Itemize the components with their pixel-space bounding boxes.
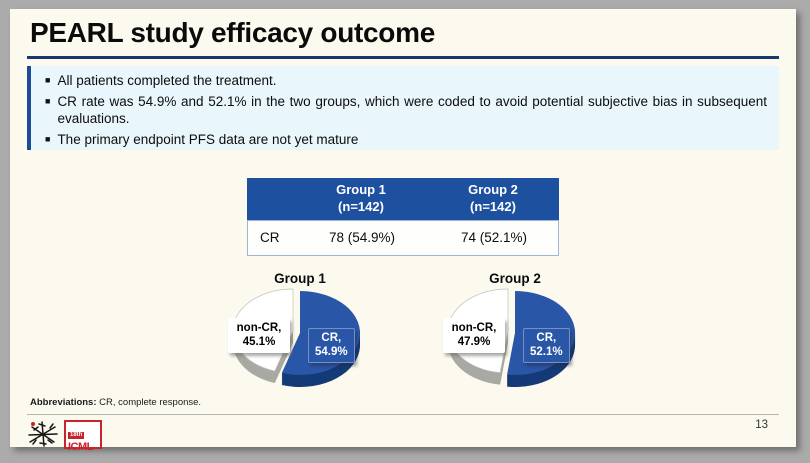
footnote-label: Abbreviations:: [30, 397, 97, 408]
pie-chart-group2: Group 2 non-CR, 47.9% CR, 52.1%: [430, 271, 600, 411]
table-row-label: CR: [260, 230, 280, 246]
pie-label-cr: CR, 54.9%: [308, 328, 355, 363]
icml-logo-box: 18th ICML: [64, 419, 102, 453]
bullet-text: All patients completed the treatment.: [57, 73, 277, 88]
table-row: CR 78 (54.9%) 74 (52.1%): [247, 219, 559, 256]
table-cell-group1: 78 (54.9%): [328, 230, 396, 246]
table-header-blank: [247, 182, 295, 216]
footnote: Abbreviations: CR, complete response.: [30, 397, 201, 408]
square-bullet-icon: ■: [45, 133, 51, 144]
icml-logo: 18th ICML: [24, 418, 102, 453]
bullet-text: The primary endpoint PFS data are not ye…: [57, 131, 359, 147]
square-bullet-icon: ■: [45, 75, 51, 85]
footnote-text: CR, complete response.: [96, 397, 202, 408]
icml-snowflake-icon: [28, 421, 58, 447]
bullet-item: ■ CR rate was 54.9% and 52.1% in the two…: [39, 93, 767, 128]
results-table: Group 1 (n=142) Group 2 (n=142) CR 78 (5…: [247, 178, 559, 256]
pie-label-noncr: non-CR, 47.9%: [443, 318, 505, 353]
icml-name: ICML: [68, 440, 93, 453]
pie-label-noncr: non-CR, 45.1%: [228, 318, 290, 353]
table-cell-group2: 74 (52.1%): [460, 230, 528, 246]
presentation-slide: PEARL study efficacy outcome ■ All patie…: [10, 9, 796, 453]
pie-title-group1: Group 1: [274, 271, 326, 286]
bullet-item: ■ All patients completed the treatment.: [39, 72, 767, 90]
logo-red-dot: [31, 422, 35, 426]
bullet-text: CR rate was 54.9% and 52.1% in the two g…: [57, 93, 767, 127]
page-title: PEARL study efficacy outcome: [30, 17, 435, 48]
bullet-item: ■ The primary endpoint PFS data are not …: [39, 131, 767, 149]
bullet-list: ■ All patients completed the treatment. …: [27, 66, 779, 150]
table-header-group2: Group 2 (n=142): [468, 182, 518, 214]
page-number: 13: [755, 419, 768, 431]
pie-title-group2: Group 2: [489, 271, 541, 286]
pie-chart-group1: Group 1 non-CR, 45.1% CR, 54.9%: [215, 271, 385, 411]
table-header-row: Group 1 (n=142) Group 2 (n=142): [247, 178, 559, 220]
footer-divider: [27, 414, 779, 415]
pie-label-cr: CR, 52.1%: [523, 328, 570, 363]
square-bullet-icon: ■: [45, 95, 51, 106]
table-header-group1: Group 1 (n=142): [336, 182, 386, 214]
icml-edition: 18th: [68, 431, 85, 440]
title-underline: [27, 56, 779, 59]
